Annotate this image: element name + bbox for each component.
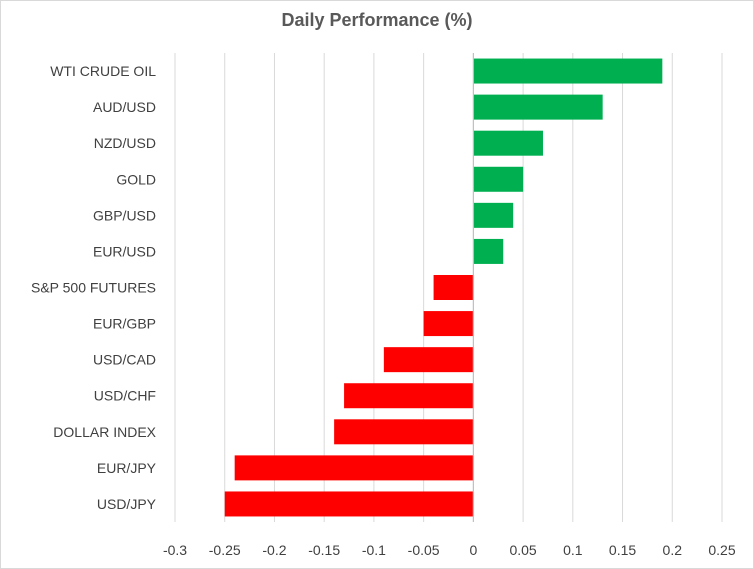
x-tick-label: 0.05 [509, 542, 536, 558]
bar [334, 419, 474, 445]
x-tick-label: -0.2 [262, 542, 286, 558]
bar [224, 491, 474, 517]
category-label: GBP/USD [93, 207, 156, 223]
category-label: USD/JPY [97, 496, 157, 512]
category-label: EUR/USD [93, 243, 156, 259]
chart-title: Daily Performance (%) [281, 10, 473, 30]
category-label: WTI CRUDE OIL [50, 63, 156, 79]
x-tick-label: -0.15 [308, 542, 340, 558]
category-label: EUR/JPY [97, 460, 157, 476]
category-label: EUR/GBP [93, 316, 156, 332]
bar [383, 347, 474, 373]
bar [433, 275, 474, 300]
x-tick-label: -0.05 [408, 542, 440, 558]
x-tick-label: 0.25 [708, 542, 735, 558]
category-label: USD/CAD [93, 352, 156, 368]
category-label: GOLD [116, 171, 156, 187]
x-tick-label: 0.2 [663, 542, 683, 558]
bar [473, 202, 514, 228]
category-label: S&P 500 FUTURES [31, 280, 156, 296]
category-label: DOLLAR INDEX [53, 424, 156, 440]
category-labels: WTI CRUDE OIL AUD/USD NZD/USD GOLD GBP/USD EU… [31, 63, 157, 512]
bars [224, 58, 663, 517]
x-tick-label: -0.25 [209, 542, 241, 558]
bar [423, 311, 474, 337]
bar [473, 130, 543, 156]
tick-labels: -0.3 -0.25 -0.2 -0.15 -0.1 -0.05 0 0.05 0.1 0.15 0… [163, 542, 736, 558]
x-tick-label: 0.15 [609, 542, 636, 558]
x-tick-label: -0.1 [362, 542, 386, 558]
bar [473, 94, 603, 120]
category-label: AUD/USD [93, 99, 156, 115]
bar [234, 455, 474, 481]
bar [473, 166, 524, 192]
category-label: NZD/USD [94, 135, 156, 151]
x-tick-label: -0.3 [163, 542, 187, 558]
bar [344, 383, 474, 409]
bar [473, 58, 663, 84]
x-tick-label: 0.1 [563, 542, 583, 558]
x-tick-label: 0 [469, 542, 477, 558]
gridlines [174, 53, 723, 522]
category-label: USD/CHF [94, 388, 156, 404]
bar [473, 238, 504, 264]
